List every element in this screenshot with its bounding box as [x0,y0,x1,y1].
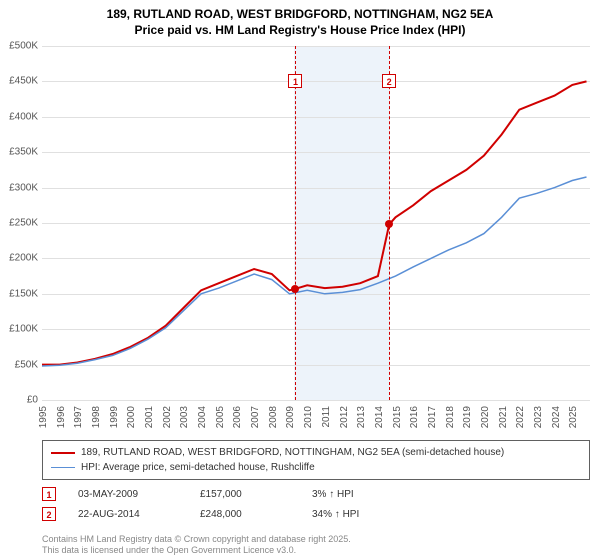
x-tick-label: 2022 [515,406,526,428]
x-tick-label: 2006 [232,406,243,428]
x-tick-label: 1998 [91,406,102,428]
y-tick-label: £200K [9,253,38,264]
legend-label-price-paid: 189, RUTLAND ROAD, WEST BRIDGFORD, NOTTI… [81,445,504,460]
x-tick-label: 2012 [339,406,350,428]
x-tick-label: 2009 [285,406,296,428]
y-tick-label: £150K [9,288,38,299]
x-tick-label: 2021 [498,406,509,428]
sale-dot [385,220,393,228]
x-tick-label: 2025 [568,406,579,428]
attribution-line-1: Contains HM Land Registry data © Crown c… [42,534,590,545]
legend-item-price-paid: 189, RUTLAND ROAD, WEST BRIDGFORD, NOTTI… [51,445,581,460]
sale-price-1: £157,000 [200,489,290,500]
sale-marker-flag: 1 [288,74,302,88]
y-tick-label: £500K [9,41,38,52]
x-tick-label: 2016 [409,406,420,428]
sale-row-2: 2 22-AUG-2014 £248,000 34% ↑ HPI [42,504,590,524]
x-tick-label: 2019 [462,406,473,428]
attribution: Contains HM Land Registry data © Crown c… [42,534,590,557]
sale-dot [291,285,299,293]
attribution-line-2: This data is licensed under the Open Gov… [42,545,590,556]
sale-vline [295,46,296,400]
y-tick-label: £350K [9,147,38,158]
x-tick-label: 2007 [250,406,261,428]
y-tick-label: £100K [9,324,38,335]
sale-pct-2: 34% ↑ HPI [312,509,402,520]
title-line-2: Price paid vs. HM Land Registry's House … [10,22,590,38]
x-tick-label: 2004 [197,406,208,428]
x-tick-label: 1995 [38,406,49,428]
legend-label-hpi: HPI: Average price, semi-detached house,… [81,460,315,475]
x-tick-label: 2010 [303,406,314,428]
x-tick-label: 2020 [480,406,491,428]
x-tick-label: 2002 [162,406,173,428]
x-tick-label: 2003 [179,406,190,428]
x-tick-label: 2017 [427,406,438,428]
y-tick-label: £300K [9,182,38,193]
x-tick-label: 2014 [374,406,385,428]
x-tick-label: 2001 [144,406,155,428]
series-hpi [42,177,587,366]
sale-row-1: 1 03-MAY-2009 £157,000 3% ↑ HPI [42,484,590,504]
line-series-svg [42,46,590,400]
y-tick-label: £50K [15,359,38,370]
x-tick-label: 2000 [126,406,137,428]
x-tick-label: 2024 [551,406,562,428]
x-tick-label: 2015 [392,406,403,428]
sale-marker-2: 2 [42,507,56,521]
x-tick-label: 2023 [533,406,544,428]
x-tick-label: 1996 [56,406,67,428]
legend-swatch-hpi [51,467,75,468]
chart-container: 189, RUTLAND ROAD, WEST BRIDGFORD, NOTTI… [0,0,600,560]
legend: 189, RUTLAND ROAD, WEST BRIDGFORD, NOTTI… [42,440,590,480]
chart-title: 189, RUTLAND ROAD, WEST BRIDGFORD, NOTTI… [0,0,600,40]
sale-marker-1: 1 [42,487,56,501]
sales-table: 1 03-MAY-2009 £157,000 3% ↑ HPI 2 22-AUG… [42,484,590,524]
series-price_paid [42,81,587,364]
x-tick-label: 1999 [109,406,120,428]
y-tick-label: £0 [27,395,38,406]
legend-swatch-price-paid [51,452,75,454]
title-line-1: 189, RUTLAND ROAD, WEST BRIDGFORD, NOTTI… [10,6,590,22]
sale-date-1: 03-MAY-2009 [78,489,178,500]
x-tick-label: 2018 [445,406,456,428]
x-tick-label: 2005 [215,406,226,428]
x-tick-label: 2011 [321,406,332,428]
sale-date-2: 22-AUG-2014 [78,509,178,520]
x-tick-label: 1997 [73,406,84,428]
x-tick-label: 2013 [356,406,367,428]
sale-price-2: £248,000 [200,509,290,520]
legend-item-hpi: HPI: Average price, semi-detached house,… [51,460,581,475]
x-tick-label: 2008 [268,406,279,428]
y-tick-label: £250K [9,218,38,229]
sale-marker-flag: 2 [382,74,396,88]
plot-area: 12 £0£50K£100K£150K£200K£250K£300K£350K£… [42,46,590,400]
y-tick-label: £450K [9,76,38,87]
y-tick-label: £400K [9,111,38,122]
sale-pct-1: 3% ↑ HPI [312,489,402,500]
